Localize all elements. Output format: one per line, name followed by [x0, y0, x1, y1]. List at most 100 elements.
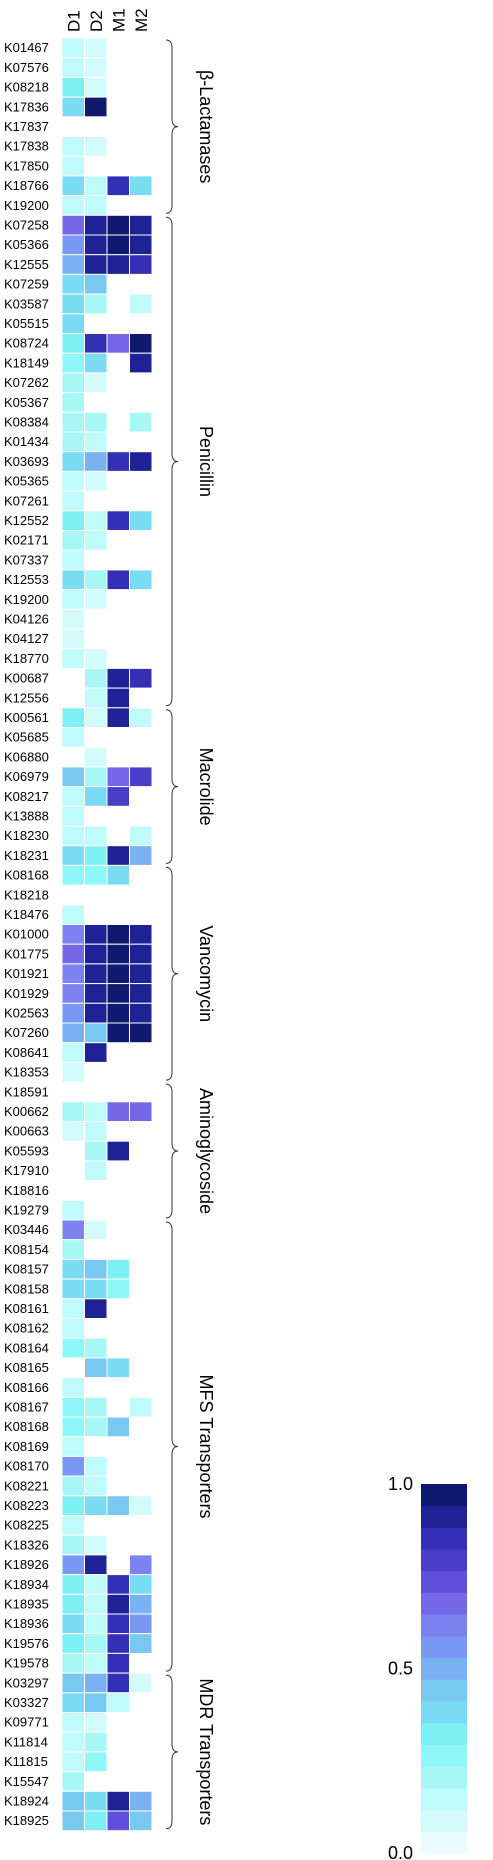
group-label: β-Lactamases — [196, 70, 216, 183]
heatmap-cell — [61, 155, 85, 177]
heatmap-cell — [61, 549, 85, 571]
heatmap-cell — [84, 1101, 108, 1123]
heatmap-cell — [106, 687, 130, 709]
heatmap-cell — [61, 1810, 85, 1832]
row-label: K18935 — [4, 1596, 49, 1611]
heatmap-cell — [106, 1692, 130, 1714]
heatmap-cell — [106, 1278, 130, 1300]
row-label: K17837 — [4, 119, 49, 134]
heatmap-cell — [61, 805, 85, 827]
colorbar-segment — [421, 1787, 467, 1811]
heatmap-cell — [129, 1101, 153, 1123]
heatmap-cell — [106, 569, 130, 591]
row-label: K01000 — [4, 927, 49, 942]
heatmap-cell — [61, 1199, 85, 1221]
group-label: Macrolide — [196, 748, 216, 826]
heatmap-cell — [84, 1633, 108, 1654]
heatmap-cell — [84, 1672, 108, 1694]
heatmap-cell — [84, 214, 108, 236]
heatmap-cell — [84, 667, 108, 689]
row-label: K03446 — [4, 1222, 49, 1237]
row-label: K18766 — [4, 178, 49, 193]
heatmap-cell — [61, 766, 85, 788]
heatmap-cell — [84, 451, 108, 472]
row-label: K05515 — [4, 316, 49, 331]
heatmap-cell — [84, 648, 108, 669]
row-label: K18476 — [4, 907, 49, 922]
group-bracket — [165, 1083, 179, 1219]
heatmap-cell — [106, 175, 130, 197]
heatmap-cell — [106, 924, 130, 945]
heatmap-cell — [61, 313, 85, 334]
heatmap-cell — [129, 1790, 153, 1812]
heatmap-cell — [129, 451, 153, 472]
heatmap-cell — [61, 76, 85, 98]
heatmap-cell — [106, 1495, 130, 1517]
row-label: K11815 — [4, 1754, 48, 1769]
colorbar-segment — [421, 1831, 467, 1854]
heatmap-cell — [84, 924, 108, 945]
heatmap-cell — [129, 510, 153, 531]
heatmap-cell — [106, 1258, 130, 1280]
colorbar-segment — [421, 1679, 467, 1702]
heatmap-cell — [84, 766, 108, 788]
row-label: K08217 — [4, 789, 49, 804]
heatmap-cell — [84, 1593, 108, 1615]
heatmap-cell — [106, 1613, 130, 1635]
heatmap-cell — [106, 1140, 130, 1162]
group-bracket — [165, 1674, 179, 1830]
heatmap-cell — [61, 864, 85, 886]
row-label: K08384 — [4, 414, 49, 429]
heatmap-cell — [84, 864, 108, 886]
heatmap-cell — [84, 1475, 108, 1497]
heatmap-cell — [61, 293, 85, 315]
heatmap-cell — [61, 470, 85, 492]
heatmap-cell — [61, 1377, 85, 1398]
row-label: K18924 — [4, 1793, 49, 1808]
heatmap-cell — [129, 667, 153, 689]
heatmap-cell — [129, 293, 153, 315]
heatmap-cells — [61, 37, 153, 1832]
heatmap-cell — [61, 1751, 85, 1773]
row-label: K00662 — [4, 1104, 49, 1119]
heatmap-cell — [61, 57, 85, 78]
heatmap-cell — [106, 963, 130, 985]
heatmap-cell — [129, 845, 153, 866]
group-label: Vancomycin — [196, 925, 216, 1022]
heatmap-cell — [84, 1002, 108, 1024]
group-bracket — [165, 709, 179, 864]
heatmap-cell — [84, 293, 108, 315]
heatmap-cell — [61, 1633, 85, 1654]
row-label: K08223 — [4, 1498, 49, 1513]
row-label: K18326 — [4, 1537, 49, 1552]
heatmap-cell — [61, 1652, 85, 1674]
heatmap-cell — [61, 1455, 85, 1477]
heatmap-cell — [61, 1396, 85, 1418]
group-bracket — [165, 216, 179, 707]
heatmap-cell — [61, 431, 85, 453]
heatmap-cell — [84, 1652, 108, 1674]
heatmap-cell — [61, 1613, 85, 1635]
heatmap-cell — [84, 96, 108, 118]
heatmap-cell — [129, 1593, 153, 1615]
heatmap-cell — [84, 1337, 108, 1359]
heatmap-cell — [61, 451, 85, 472]
heatmap-cell — [84, 1160, 108, 1182]
heatmap-cell — [84, 1574, 108, 1595]
row-label: K08168 — [4, 868, 49, 883]
colorbar-segment — [421, 1570, 467, 1594]
heatmap-cell — [61, 1219, 85, 1241]
heatmap-cell — [61, 1515, 85, 1536]
row-label: K02563 — [4, 1005, 49, 1020]
row-label: K02171 — [4, 533, 49, 548]
group-bracket — [165, 39, 179, 214]
heatmap-cell — [61, 1121, 85, 1142]
heatmap-cell — [84, 1416, 108, 1438]
heatmap-cell — [61, 273, 85, 295]
heatmap-cell — [61, 1790, 85, 1812]
row-label: K03693 — [4, 454, 49, 469]
heatmap-cell — [61, 648, 85, 669]
heatmap-cell — [84, 1692, 108, 1714]
colorbar-tick-label: 0.0 — [388, 1843, 413, 1860]
row-label: K08221 — [4, 1478, 49, 1493]
